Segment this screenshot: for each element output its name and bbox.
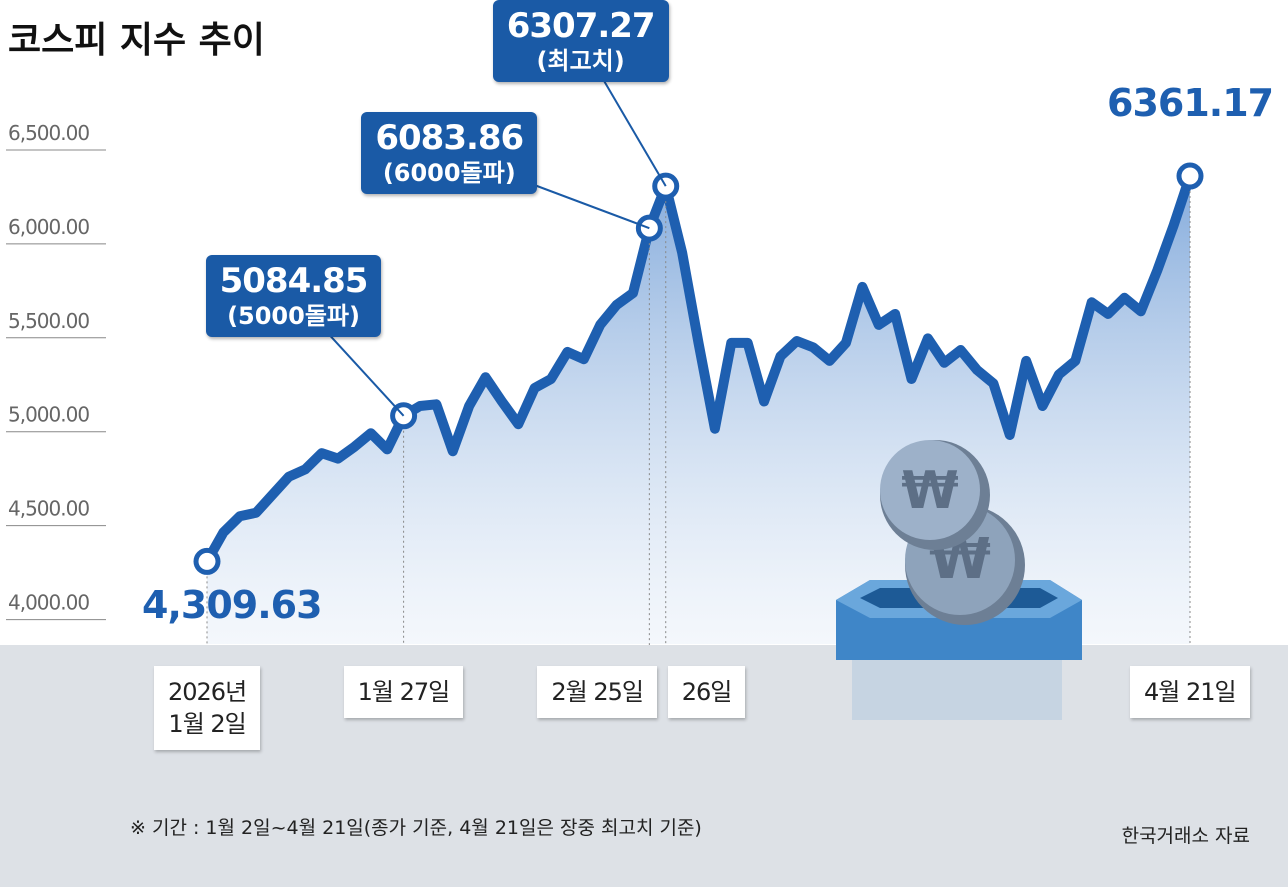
y-tick-label: 4,000.00 [8,591,89,615]
y-tick-label: 6,000.00 [8,215,89,239]
x-tick-label: 4월 21일 [1130,666,1250,718]
x-tick-label: 1월 27일 [343,666,464,718]
callout: 6083.86 (6000돌파) [361,112,538,195]
chart-title: 코스피 지수 추이 [8,20,265,61]
source: 한국거래소 자료 [1122,825,1250,847]
callout: 5084.85 (5000돌파) [205,254,382,337]
value-label: 4,309.63 [142,583,323,628]
y-tick-label: 5,500.00 [8,309,89,333]
footnote: ※ 기간 : 1월 2일~4월 21일(종가 기준, 4월 21일은 장중 최고… [130,817,702,839]
svg-text:₩: ₩ [901,461,958,521]
y-tick-label: 5,000.00 [8,403,89,427]
callout-value: 6307.27 [506,6,656,47]
line [202,174,1195,564]
callout-value: 5084.85 [219,260,369,301]
x-tick-label: 26일 [667,666,746,718]
marker [1176,162,1204,190]
callout-note: (6000돌파) [382,159,516,188]
callout-value: 6083.86 [375,118,524,159]
y-tick-label: 4,500.00 [8,497,89,521]
coin-illustration: ₩ ₩ [836,440,1082,720]
x-tick-label: 2026년 1월 2일 [154,666,261,750]
callout-note: (5000돌파) [227,301,360,330]
callout-note: (최고치) [536,47,625,76]
marker [193,547,221,575]
x-tick-label: 2월 25일 [537,666,657,718]
y-tick-label: 6,500.00 [8,121,89,145]
callout: 6307.27 (최고치) [492,0,669,83]
value-label: 6361.17 [1107,81,1274,126]
